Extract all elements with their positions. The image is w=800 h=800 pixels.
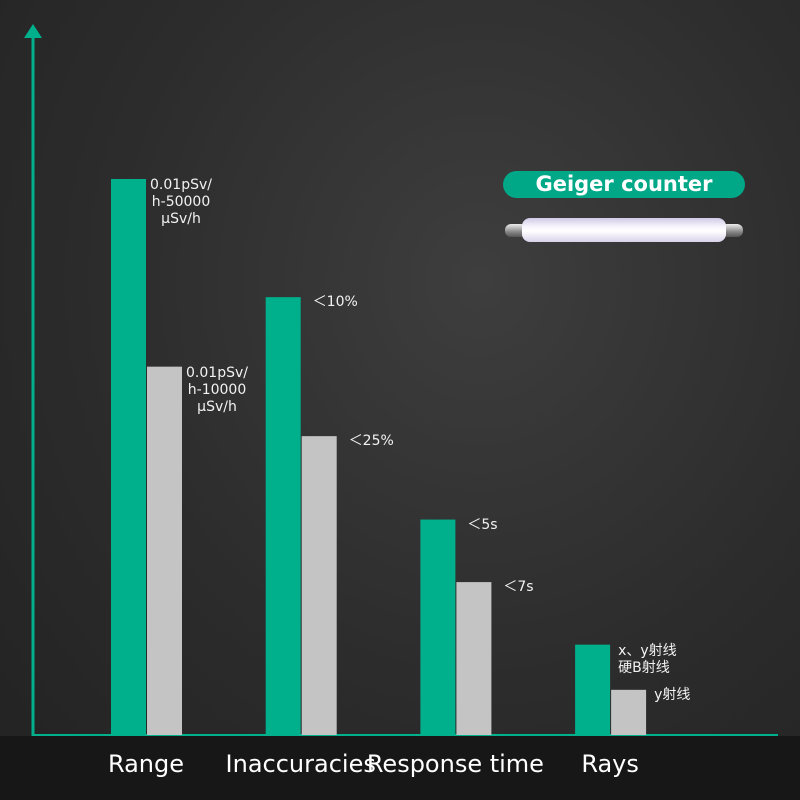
data-label: 0.01pSv/ h-10000 μSv/h: [186, 364, 248, 415]
legend-badge: Geiger counter: [503, 171, 745, 198]
tube-cap-left: [505, 224, 527, 237]
category-label: Response time: [366, 750, 544, 778]
bar: [147, 366, 182, 735]
bar: [111, 179, 146, 735]
data-label: ＜10%: [312, 294, 358, 311]
category-label: Inaccuracies: [225, 750, 376, 778]
bar: [456, 582, 492, 735]
bar: [611, 689, 647, 735]
data-label: ＜5s: [467, 516, 498, 533]
bar: [420, 519, 456, 735]
tube-glass: [522, 218, 726, 242]
bar: [575, 644, 611, 735]
category-label: Range: [107, 750, 185, 778]
data-label: ＜7s: [503, 579, 534, 596]
data-label: y射线: [654, 686, 691, 703]
footer-band: [0, 736, 800, 800]
geiger-tube-image: [505, 218, 743, 242]
bar: [265, 297, 301, 735]
data-label: x、y射线 硬B射线: [618, 642, 677, 676]
category-label: Rays: [581, 750, 639, 778]
data-label: ＜25%: [348, 433, 394, 450]
data-label: 0.01pSv/ h-50000 μSv/h: [150, 177, 212, 227]
bar: [301, 436, 337, 735]
tube-cap-right: [721, 224, 743, 237]
y-axis-arrow: [24, 24, 42, 38]
